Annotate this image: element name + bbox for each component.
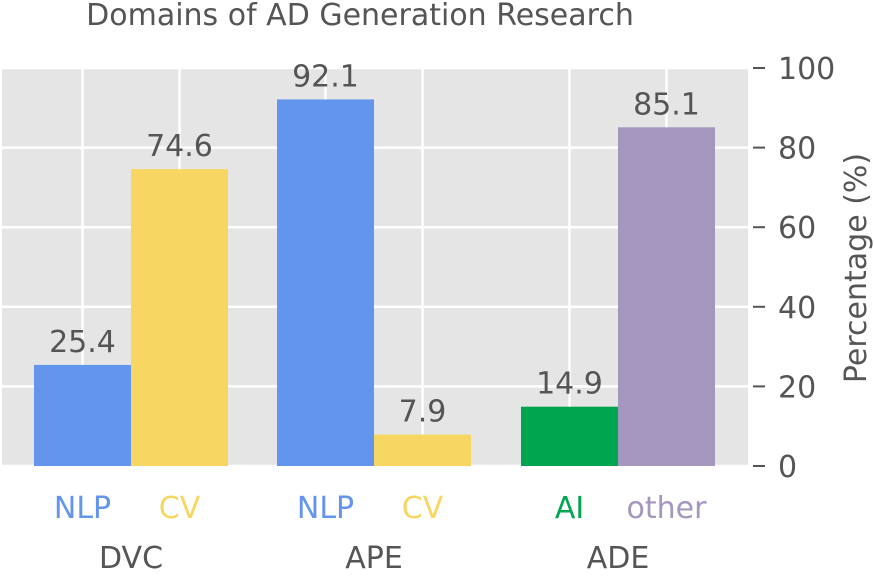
value-label: 7.9: [399, 395, 447, 430]
y-tick-label: 40: [778, 291, 816, 326]
chart-title: Domains of AD Generation Research: [86, 0, 634, 33]
value-label: 85.1: [633, 87, 700, 122]
x-tick-label: CV: [402, 491, 444, 526]
bar-dvc-cv: [131, 169, 228, 467]
value-label: 25.4: [49, 325, 116, 360]
y-axis-label: Percentage (%): [839, 153, 874, 383]
group-label: APE: [345, 541, 403, 576]
group-label: ADE: [587, 541, 650, 576]
bar-dvc-nlp: [34, 364, 131, 466]
y-tick-label: 0: [778, 450, 797, 485]
group-label: DVC: [99, 541, 163, 576]
x-axis: NLP CV DVC NLP CV APE AI other ADE: [54, 491, 707, 576]
x-tick-label: other: [627, 491, 708, 526]
y-tick-label: 60: [778, 211, 816, 246]
y-tick-label: 20: [778, 370, 816, 405]
y-axis: 0 20 40 60 80 100: [753, 52, 835, 485]
x-tick-label: AI: [555, 491, 584, 526]
x-tick-label: CV: [159, 491, 201, 526]
y-tick-label: 80: [778, 132, 816, 167]
y-tick-label: 100: [778, 52, 835, 87]
bar-ade-ai: [521, 406, 618, 466]
value-label: 14.9: [536, 367, 603, 402]
bar-ape-nlp: [277, 99, 374, 466]
bar-ape-cv: [374, 434, 471, 466]
value-label: 74.6: [146, 129, 213, 164]
x-tick-label: NLP: [297, 491, 354, 526]
bar-ade-other: [618, 127, 715, 466]
value-labels: 25.4 74.6 92.1 7.9 14.9 85.1: [49, 59, 700, 429]
bars: [34, 99, 715, 467]
value-label: 92.1: [292, 59, 359, 94]
x-tick-label: NLP: [54, 491, 111, 526]
